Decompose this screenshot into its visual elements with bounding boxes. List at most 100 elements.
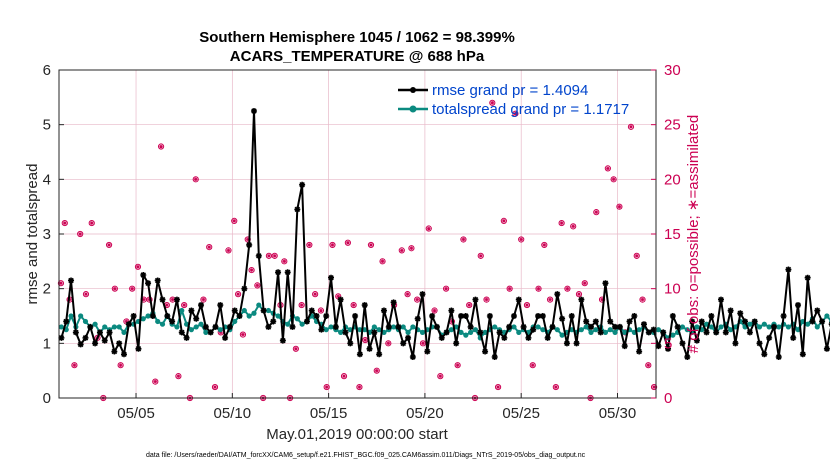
point-rmse bbox=[809, 318, 816, 325]
point-rmse bbox=[130, 313, 137, 319]
obs-assimilated-marker bbox=[554, 385, 558, 389]
point-rmse bbox=[318, 326, 325, 333]
point-totalspread bbox=[785, 324, 791, 330]
point-totalspread bbox=[232, 318, 238, 325]
point-rmse bbox=[145, 280, 152, 287]
point-rmse bbox=[323, 313, 330, 319]
obs-assimilated-marker bbox=[255, 283, 260, 288]
point-rmse bbox=[535, 313, 542, 319]
point-rmse bbox=[207, 329, 214, 336]
point-rmse bbox=[554, 291, 561, 298]
point-rmse bbox=[510, 313, 517, 319]
point-rmse bbox=[289, 323, 296, 330]
point-rmse bbox=[506, 323, 513, 330]
point-rmse bbox=[790, 334, 797, 341]
point-rmse bbox=[342, 329, 349, 336]
obs-assimilated-marker bbox=[455, 363, 460, 367]
point-rmse bbox=[169, 318, 176, 325]
point-rmse bbox=[429, 313, 436, 319]
point-rmse bbox=[405, 334, 412, 341]
point-rmse bbox=[650, 326, 657, 333]
point-rmse bbox=[159, 296, 166, 303]
obs-assimilated-marker bbox=[363, 338, 368, 342]
point-rmse bbox=[780, 313, 787, 319]
obs-possible-marker bbox=[373, 367, 380, 374]
point-rmse bbox=[82, 334, 89, 341]
point-rmse bbox=[303, 318, 310, 325]
point-totalspread bbox=[419, 329, 426, 335]
point-rmse bbox=[178, 329, 185, 336]
point-totalspread bbox=[578, 327, 584, 333]
obs-possible-marker bbox=[82, 291, 90, 298]
obs-assimilated-marker bbox=[176, 374, 181, 378]
point-totalspread bbox=[622, 329, 628, 335]
point-rmse bbox=[698, 318, 705, 325]
point-rmse bbox=[486, 313, 493, 319]
obs-possible-marker bbox=[340, 373, 348, 380]
chart-subtitle: ACARS_TEMPERATURE @ 688 hPa bbox=[230, 48, 485, 65]
y-right-tick-label: 20 bbox=[664, 171, 681, 188]
obs-possible-marker bbox=[593, 209, 600, 216]
obs-possible-marker bbox=[645, 362, 652, 369]
point-rmse bbox=[443, 329, 450, 336]
point-totalspread bbox=[400, 324, 406, 330]
obs-assimilated-marker bbox=[299, 303, 304, 307]
point-rmse bbox=[120, 351, 127, 358]
obs-possible-marker bbox=[425, 225, 432, 232]
obs-assimilated-marker bbox=[415, 297, 419, 302]
point-rmse bbox=[77, 341, 84, 348]
point-rmse bbox=[655, 343, 662, 350]
point-rmse bbox=[785, 266, 792, 273]
point-rmse bbox=[583, 318, 590, 325]
point-totalspread bbox=[217, 327, 223, 333]
obs-possible-marker bbox=[408, 245, 415, 252]
obs-possible-marker bbox=[298, 301, 305, 309]
point-rmse bbox=[578, 296, 585, 303]
point-rmse bbox=[270, 318, 277, 325]
point-rmse bbox=[703, 329, 710, 336]
point-totalspread bbox=[756, 324, 763, 330]
obs-assimilated-marker bbox=[330, 243, 335, 247]
point-rmse bbox=[616, 323, 623, 330]
point-rmse bbox=[602, 280, 609, 287]
point-totalspread bbox=[602, 329, 609, 335]
point-totalspread bbox=[140, 316, 146, 322]
point-rmse bbox=[496, 329, 503, 336]
point-totalspread bbox=[328, 324, 334, 330]
obs-assimilated-marker bbox=[62, 221, 67, 225]
obs-possible-marker bbox=[312, 291, 319, 298]
point-rmse bbox=[140, 272, 147, 278]
point-rmse bbox=[352, 313, 359, 319]
point-rmse bbox=[212, 323, 219, 330]
obs-possible-marker bbox=[512, 110, 519, 117]
point-rmse bbox=[193, 315, 200, 322]
point-totalspread bbox=[511, 324, 517, 330]
point-totalspread bbox=[174, 324, 180, 330]
point-totalspread bbox=[68, 313, 74, 319]
obs-assimilated-marker bbox=[213, 385, 217, 389]
point-totalspread bbox=[583, 324, 589, 330]
point-totalspread bbox=[468, 329, 474, 335]
obs-assimilated-marker bbox=[444, 286, 448, 291]
point-rmse bbox=[742, 318, 749, 325]
y-tick-label: 0 bbox=[43, 390, 51, 407]
point-rmse bbox=[395, 323, 402, 330]
x-tick-label: 05/25 bbox=[502, 405, 540, 422]
obs-possible-marker bbox=[454, 362, 461, 369]
obs-assimilated-marker bbox=[294, 347, 298, 351]
obs-assimilated-marker bbox=[530, 363, 535, 367]
obs-assimilated-marker bbox=[409, 246, 414, 251]
y-tick-label: 1 bbox=[43, 335, 51, 352]
obs-assimilated-marker bbox=[386, 341, 391, 346]
point-rmse bbox=[217, 302, 224, 309]
obs-possible-marker bbox=[489, 99, 496, 106]
obs-possible-marker bbox=[558, 219, 565, 227]
obs-assimilated-marker bbox=[634, 254, 639, 258]
obs-possible-marker bbox=[477, 252, 484, 259]
point-rmse bbox=[491, 354, 498, 360]
point-totalspread bbox=[111, 324, 117, 330]
obs-possible-marker bbox=[460, 236, 467, 243]
point-totalspread bbox=[492, 324, 498, 330]
point-rmse bbox=[756, 340, 763, 347]
point-totalspread bbox=[193, 324, 199, 330]
